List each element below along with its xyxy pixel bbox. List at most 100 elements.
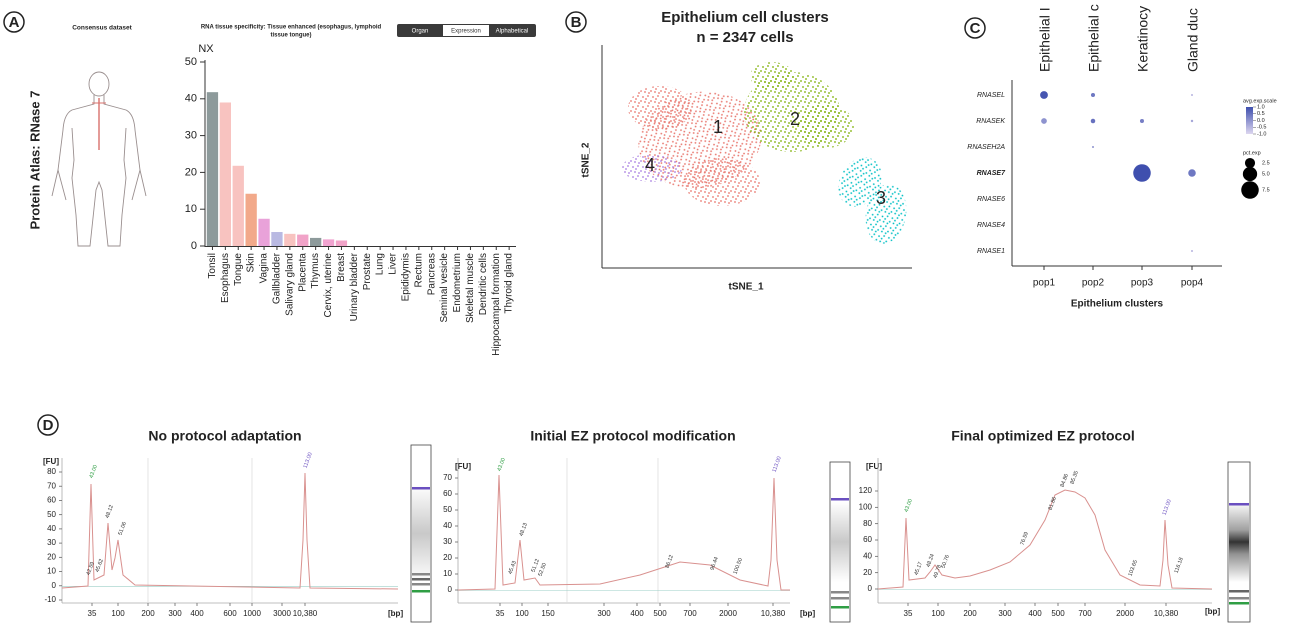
panel-letter: C: [970, 20, 981, 37]
x-tick-label: 2000: [1116, 609, 1134, 618]
gel-smear: [1229, 502, 1249, 582]
bar: [206, 92, 219, 247]
cluster-label: 2: [790, 109, 800, 129]
x-tick-label: Epididymis: [400, 253, 411, 301]
x-tick-label: 300: [168, 609, 182, 618]
color-tick-label: 0.0: [1257, 118, 1265, 124]
gel-smear: [831, 502, 849, 582]
x-tick-label: Skeletal muscle: [465, 253, 476, 323]
panel-letter: A: [9, 14, 20, 31]
tab-bar: Organ Expression Alphabetical: [397, 24, 536, 37]
peak-label: 96.44: [710, 556, 720, 571]
gel-band: [831, 498, 849, 501]
bar: [322, 239, 335, 246]
peak-label: 48.24: [926, 553, 936, 568]
y-tick-label: 30: [47, 538, 56, 547]
tab-active-bg: [443, 25, 489, 36]
x-tick-label: 150: [541, 609, 555, 618]
y-unit: [FU]: [455, 462, 471, 471]
side-title: Protein Atlas: RNase 7: [27, 91, 42, 230]
x-tick-label: Breast: [336, 253, 347, 282]
y-tick-label: 60: [443, 489, 452, 498]
bar: [297, 234, 309, 246]
bar: [335, 240, 348, 246]
x-tick-label: Gallbladder: [271, 252, 282, 304]
gel-band: [412, 590, 430, 593]
expression-dot: [1190, 249, 1194, 253]
x-tick-label: Seminal vesicle: [439, 253, 450, 323]
x-tick-label: pop1: [1033, 278, 1056, 289]
expression-dot: [1188, 169, 1196, 177]
row-label: RNASEH2A: [967, 144, 1005, 151]
x-tick-label: 700: [1078, 609, 1092, 618]
x-tick-label: pop2: [1082, 278, 1105, 289]
tab[interactable]: Alphabetical: [496, 29, 529, 35]
x-tick-label: Dendritic cells: [478, 253, 489, 315]
cluster-label: 4: [645, 155, 655, 175]
cluster-cloud: [865, 184, 907, 244]
x-tick-label: 35: [496, 609, 505, 618]
peak-label: 51.12: [531, 558, 541, 573]
expression-dot: [1090, 118, 1096, 124]
column-header: Epithelial c: [1086, 4, 1102, 72]
column-header: Gland duc: [1185, 8, 1201, 72]
y-tick-label: 40: [47, 524, 56, 533]
plot-title: Initial EZ protocol modification: [530, 428, 735, 444]
column-header: Epithelial I: [1037, 7, 1053, 72]
peak-label: 86.12: [665, 554, 675, 569]
x-tick-label: 500: [653, 609, 667, 618]
x-tick-label: pop4: [1181, 278, 1204, 289]
x-tick-label: 300: [597, 609, 611, 618]
bar: [284, 233, 296, 246]
peak-label: 45.62: [95, 558, 105, 573]
y-tick-label: 20: [443, 553, 452, 562]
peak-label: 103.65: [1128, 559, 1139, 577]
peak-label: 100.50: [733, 557, 744, 575]
bar: [219, 102, 231, 246]
gel-band: [831, 606, 849, 609]
peak-label: 50.76: [941, 554, 951, 569]
bar: [245, 193, 257, 246]
gel-band: [831, 591, 849, 594]
peak-label: 43.00: [904, 498, 914, 513]
size-tick-label: 2.5: [1262, 160, 1270, 166]
y-tick-label: 80: [863, 519, 872, 528]
cluster-cloud: [838, 157, 882, 207]
peak-label: 43.00: [497, 457, 507, 472]
x-tick-label: 600: [223, 609, 237, 618]
gel-band: [1229, 590, 1249, 593]
y-tick-label: 20: [863, 568, 872, 577]
tab[interactable]: Expression: [451, 29, 481, 35]
chart-subtitle: n = 2347 cells: [696, 29, 793, 46]
x-tick-label: Salivary gland: [284, 253, 295, 316]
size-legend-dot: [1241, 181, 1259, 199]
peak-label: 113.00: [1162, 499, 1173, 516]
x-tick-label: Hippocampal formation: [491, 253, 502, 356]
gel-band: [831, 597, 849, 600]
cluster-cloud: [622, 154, 682, 182]
expression-dot: [1190, 119, 1194, 123]
x-tick-label: 100: [111, 609, 125, 618]
x-tick-label: Tonsil: [207, 253, 218, 279]
panel-label: C: [964, 17, 986, 39]
row-label: RNASEK: [976, 118, 1005, 125]
x-tick-label: 35: [904, 609, 913, 618]
peak-label: 85.35: [1070, 470, 1080, 485]
y-tick-label: 10: [443, 569, 452, 578]
y-tick-label: 30: [443, 537, 452, 546]
peak-label: 76.59: [1020, 531, 1030, 546]
tab[interactable]: Organ: [412, 29, 429, 35]
y-tick-label: 30: [185, 130, 197, 142]
trace: [457, 474, 790, 591]
panel-label: D: [37, 414, 59, 436]
x-tick-label: Thyroid gland: [504, 253, 515, 314]
y-tick-label: 20: [47, 552, 56, 561]
y-tick-label: 50: [185, 56, 197, 68]
x-tick-label: Thymus: [310, 253, 321, 289]
body-illustration: [51, 71, 147, 247]
legend-title: avg.exp.scale: [1243, 98, 1277, 104]
row-label: RNASEL: [977, 92, 1005, 99]
gel-band: [412, 487, 430, 490]
color-tick-label: -0.5: [1257, 125, 1266, 131]
gel-band: [1229, 503, 1249, 506]
